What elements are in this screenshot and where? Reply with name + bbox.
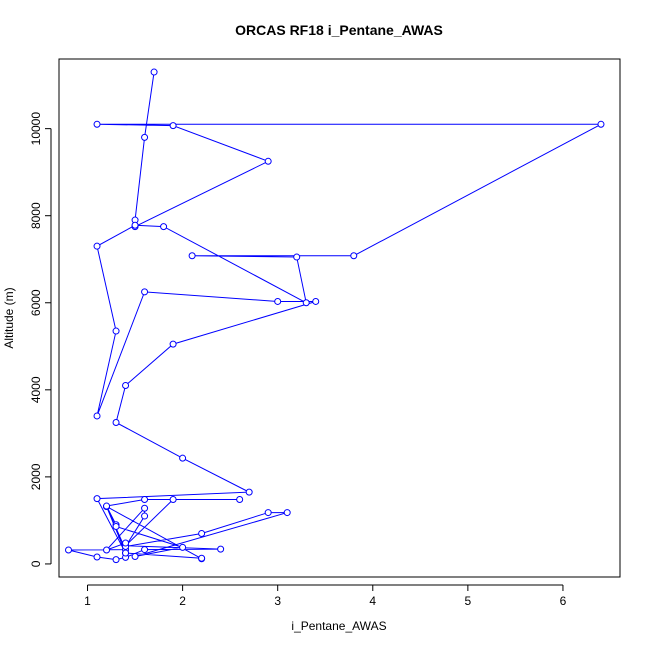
data-point (103, 546, 111, 554)
data-point (264, 157, 272, 165)
x-axis-label: i_Pentane_AWAS (291, 619, 386, 633)
data-point (293, 253, 301, 261)
data-point (597, 120, 605, 128)
x-tick-label: 5 (465, 594, 472, 608)
data-point (112, 327, 120, 335)
data-point (131, 221, 139, 229)
data-point (93, 412, 101, 420)
axes: 1 2 3 4 5 6 0 2000 4000 6000 8000 10000 (29, 112, 567, 608)
data-point (169, 496, 177, 504)
x-tick-label: 1 (84, 594, 91, 608)
series-layer (65, 68, 605, 564)
data-point (179, 543, 187, 551)
series-line (68, 71, 602, 561)
data-point (122, 539, 130, 547)
y-tick-label: 10000 (29, 112, 43, 146)
data-point (188, 252, 196, 260)
data-point (141, 504, 149, 512)
data-point (160, 223, 168, 231)
data-point (217, 545, 225, 553)
y-tick-label: 0 (29, 560, 43, 567)
data-point (274, 297, 282, 305)
data-point (198, 554, 206, 562)
data-point (141, 288, 149, 296)
data-point (141, 512, 149, 520)
data-point (179, 454, 187, 462)
data-point (245, 488, 253, 496)
y-axis-label: Altitude (m) (2, 287, 16, 348)
y-tick-label: 6000 (29, 289, 43, 316)
data-point (131, 553, 139, 561)
chart-title: ORCAS RF18 i_Pentane_AWAS (235, 22, 443, 38)
data-point (93, 495, 101, 503)
data-point (198, 529, 206, 537)
data-point (112, 418, 120, 426)
y-tick-label: 4000 (29, 376, 43, 403)
x-tick-label: 4 (369, 594, 376, 608)
data-point (65, 546, 73, 554)
data-point (312, 297, 320, 305)
data-point (112, 556, 120, 564)
plot-frame (58, 58, 621, 578)
x-tick-label: 3 (274, 594, 281, 608)
data-point (302, 299, 310, 307)
data-point (93, 120, 101, 128)
data-point (169, 122, 177, 130)
data-point (93, 242, 101, 250)
data-point (93, 553, 101, 561)
data-point (169, 340, 177, 348)
data-point (141, 133, 149, 141)
data-point (264, 509, 272, 517)
data-point (112, 523, 120, 531)
data-point (141, 496, 149, 504)
y-tick-label: 2000 (29, 463, 43, 490)
data-point (150, 68, 158, 76)
data-point (122, 549, 130, 557)
data-point (236, 496, 244, 504)
data-point (103, 502, 111, 510)
data-point (141, 546, 149, 554)
x-tick-label: 6 (560, 594, 567, 608)
data-point (350, 252, 358, 260)
x-tick-label: 2 (179, 594, 186, 608)
y-tick-label: 8000 (29, 202, 43, 229)
data-point (283, 509, 291, 517)
data-point (122, 381, 130, 389)
